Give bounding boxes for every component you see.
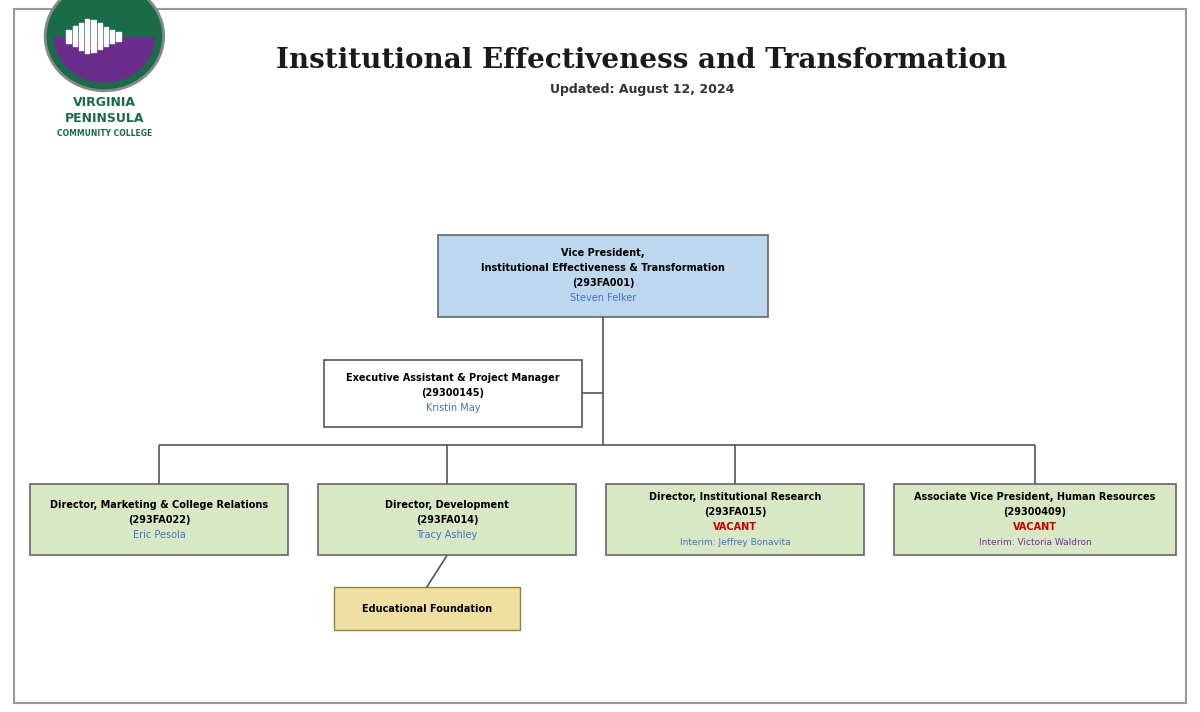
Text: Eric Pesola: Eric Pesola <box>133 530 185 540</box>
Text: Interim: Victoria Waldron: Interim: Victoria Waldron <box>979 538 1091 547</box>
Circle shape <box>46 0 163 90</box>
Bar <box>97 23 102 49</box>
Text: Director, Institutional Research: Director, Institutional Research <box>649 492 821 503</box>
Text: (293FA022): (293FA022) <box>127 515 191 525</box>
Bar <box>85 19 90 53</box>
FancyBboxPatch shape <box>318 484 576 555</box>
Bar <box>72 26 77 46</box>
Text: Executive Assistant & Project Manager: Executive Assistant & Project Manager <box>346 373 560 384</box>
Text: Steven Felker: Steven Felker <box>570 293 636 303</box>
Text: (293FA014): (293FA014) <box>415 515 479 525</box>
FancyBboxPatch shape <box>894 484 1176 555</box>
Bar <box>79 23 83 50</box>
Text: Interim: Jeffrey Bonavita: Interim: Jeffrey Bonavita <box>679 538 791 547</box>
Text: Tracy Ashley: Tracy Ashley <box>416 530 478 540</box>
Text: (293FA015): (293FA015) <box>703 507 767 518</box>
FancyBboxPatch shape <box>438 235 768 317</box>
Text: Updated: August 12, 2024: Updated: August 12, 2024 <box>550 83 734 95</box>
Text: Associate Vice President, Human Resources: Associate Vice President, Human Resource… <box>914 492 1156 503</box>
FancyBboxPatch shape <box>14 9 1186 703</box>
Text: (29300145): (29300145) <box>421 388 485 399</box>
Text: Vice President,: Vice President, <box>562 248 644 258</box>
Text: VACANT: VACANT <box>1013 522 1057 533</box>
Text: Director, Development: Director, Development <box>385 500 509 510</box>
FancyBboxPatch shape <box>30 484 288 555</box>
Bar <box>66 30 71 43</box>
FancyBboxPatch shape <box>606 484 864 555</box>
Bar <box>110 30 114 43</box>
Text: PENINSULA: PENINSULA <box>65 112 144 125</box>
Bar <box>103 27 108 46</box>
Text: Institutional Effectiveness and Transformation: Institutional Effectiveness and Transfor… <box>276 47 1008 74</box>
Text: Educational Foundation: Educational Foundation <box>361 604 492 614</box>
Text: Director, Marketing & College Relations: Director, Marketing & College Relations <box>50 500 268 510</box>
Text: VACANT: VACANT <box>713 522 757 533</box>
FancyBboxPatch shape <box>324 360 582 427</box>
Text: (293FA001): (293FA001) <box>571 278 635 288</box>
Wedge shape <box>54 36 155 82</box>
Wedge shape <box>54 0 155 36</box>
Text: Institutional Effectiveness & Transformation: Institutional Effectiveness & Transforma… <box>481 263 725 273</box>
Text: VIRGINIA: VIRGINIA <box>73 95 136 109</box>
Bar <box>91 21 96 52</box>
Text: (29300409): (29300409) <box>1003 507 1067 518</box>
Text: COMMUNITY COLLEGE: COMMUNITY COLLEGE <box>56 130 152 138</box>
Bar <box>116 32 121 41</box>
Text: Kristin May: Kristin May <box>426 403 480 414</box>
FancyBboxPatch shape <box>334 587 520 630</box>
